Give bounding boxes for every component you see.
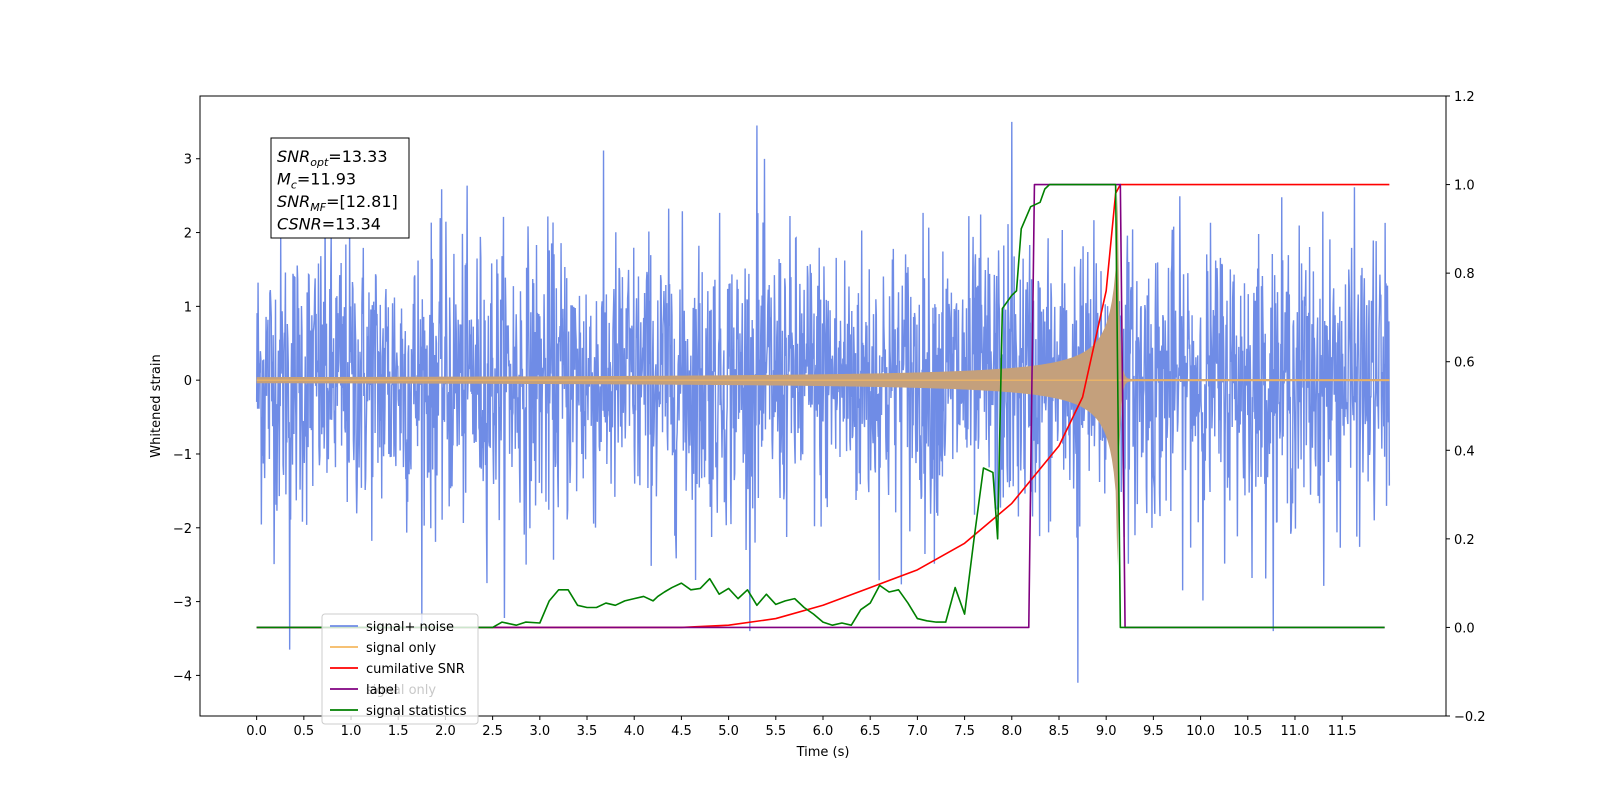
y-tick-label: 0 [184, 374, 192, 389]
snr-annotation-box: SNRopt=13.33Mc=11.93SNRMF=[12.81]CSNR=13… [270, 137, 410, 239]
annotation-line: SNRMF=[12.81] [277, 192, 398, 214]
x-tick-label: 11.0 [1280, 724, 1309, 739]
legend-label: label [366, 683, 397, 698]
x-tick-label: 1.0 [341, 724, 362, 739]
x-tick-label: 5.0 [718, 724, 739, 739]
y2-tick-label: 0.6 [1454, 356, 1475, 371]
legend-frame [321, 613, 479, 725]
x-tick-label: 7.0 [907, 724, 928, 739]
legend-label: cumilative SNR [366, 662, 465, 677]
y2-tick-label: 0.4 [1454, 444, 1475, 459]
x-tick-label: 2.0 [435, 724, 456, 739]
legend-hidden-label: signal only [366, 683, 436, 698]
y-tick-label: 2 [184, 227, 192, 242]
x-tick-label: 3.0 [529, 724, 550, 739]
y-axis-right: 1.2 1.0 0.8 0.6 0.4 0.2 0.0 −0.2 [1446, 90, 1486, 725]
x-tick-label: 9.0 [1096, 724, 1117, 739]
x-tick-label: 5.5 [765, 724, 786, 739]
annotation-line: CSNR=13.34 [277, 215, 381, 234]
x-tick-label: 8.0 [1001, 724, 1022, 739]
y2-tick-label: 1.2 [1454, 90, 1475, 105]
x-tick-label: 10.5 [1233, 724, 1262, 739]
annotation-line: Mc=11.93 [277, 170, 356, 192]
y-axis-label: Whitened strain [149, 354, 164, 457]
y-tick-label: −3 [173, 596, 192, 611]
x-tick-label: 10.0 [1186, 724, 1215, 739]
plot-area [255, 121, 1391, 683]
x-tick-label: 11.5 [1328, 724, 1357, 739]
legend-label: signal statistics [366, 704, 467, 719]
x-tick-label: 0.5 [293, 724, 314, 739]
y-tick-label: −4 [173, 669, 192, 684]
x-tick-label: 4.5 [671, 724, 692, 739]
x-tick-label: 1.5 [388, 724, 409, 739]
series-signal-statistics-line [256, 183, 1385, 629]
series-signal-noise-line [255, 121, 1391, 683]
y-tick-label: −2 [173, 522, 192, 537]
x-tick-label: 6.5 [860, 724, 881, 739]
x-axis: 0.0 0.5 1.0 1.5 2.0 2.5 3.0 3.5 4.0 4.5 5.0 5.5 6.0 6… [246, 716, 1357, 739]
y-tick-label: −1 [173, 448, 192, 463]
y2-tick-label: 0.0 [1454, 621, 1475, 636]
y-tick-label: 3 [184, 153, 192, 168]
y2-tick-label: 1.0 [1454, 179, 1475, 194]
x-tick-label: 9.5 [1143, 724, 1164, 739]
x-tick-label: 4.0 [624, 724, 645, 739]
legend: signal only signal+ noise signal only cumil… [321, 613, 479, 725]
x-tick-label: 7.5 [954, 724, 975, 739]
x-tick-label: 3.5 [577, 724, 598, 739]
annotation-line: SNRopt=13.33 [277, 147, 388, 169]
y-tick-label: 1 [184, 300, 192, 315]
y2-tick-label: 0.8 [1454, 267, 1475, 282]
legend-label: signal+ noise [366, 620, 454, 635]
x-tick-label: 8.5 [1049, 724, 1070, 739]
legend-label: signal only [366, 641, 436, 656]
series-cumilative-snr-line [256, 183, 1390, 629]
x-tick-label: 2.5 [482, 724, 503, 739]
x-tick-label: 6.0 [813, 724, 834, 739]
y-axis-left: 3 2 1 0 −1 −2 −3 −4 [173, 153, 200, 684]
annotation-frame [270, 137, 410, 239]
x-axis-label: Time (s) [796, 745, 850, 760]
y2-tick-label: 0.2 [1454, 533, 1475, 548]
x-tick-label: 0.0 [246, 724, 267, 739]
y2-tick-label: −0.2 [1454, 710, 1486, 725]
